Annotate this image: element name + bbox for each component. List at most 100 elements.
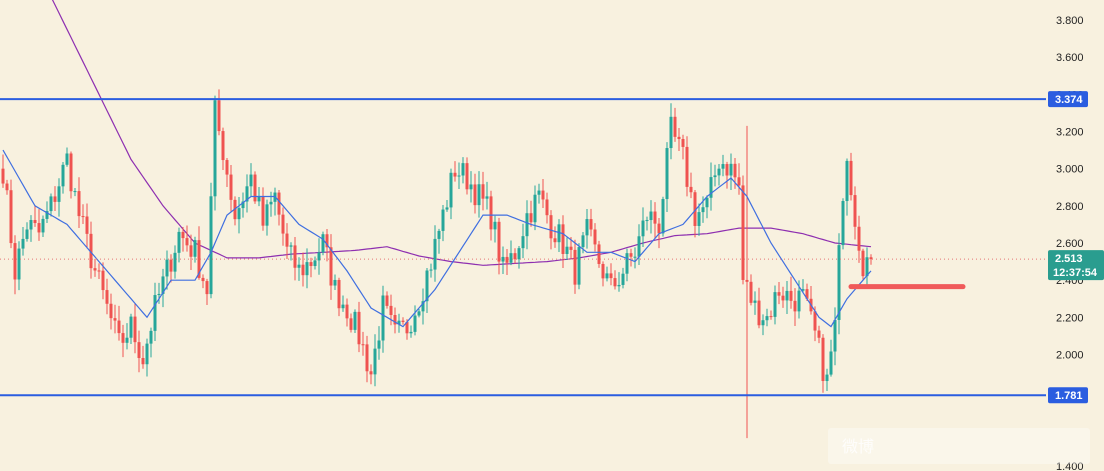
candle[interactable] <box>689 172 693 199</box>
candle[interactable] <box>633 247 637 269</box>
candle[interactable] <box>385 291 389 309</box>
candle[interactable] <box>721 154 725 177</box>
candle[interactable] <box>681 134 685 160</box>
candle[interactable] <box>609 263 613 286</box>
candle[interactable] <box>149 327 153 358</box>
level-price-badge[interactable]: 3.374 <box>1048 91 1088 108</box>
candle[interactable] <box>589 208 593 237</box>
candle[interactable] <box>249 163 253 196</box>
candle[interactable] <box>533 185 537 231</box>
candle[interactable] <box>641 207 645 248</box>
candle[interactable] <box>105 278 109 315</box>
candle[interactable] <box>585 208 589 249</box>
candle[interactable] <box>501 246 505 275</box>
candle[interactable] <box>185 225 189 252</box>
candle[interactable] <box>597 240 601 268</box>
candle[interactable] <box>521 223 525 259</box>
candle[interactable] <box>329 234 333 300</box>
candle[interactable] <box>177 227 181 263</box>
candle[interactable] <box>557 219 561 253</box>
candle[interactable] <box>665 142 669 213</box>
candle[interactable] <box>113 304 117 334</box>
candle[interactable] <box>429 263 433 278</box>
candle[interactable] <box>777 282 781 305</box>
candle[interactable] <box>621 267 625 289</box>
candle[interactable] <box>261 187 265 231</box>
candle[interactable] <box>637 224 641 265</box>
candle[interactable] <box>33 205 37 227</box>
candle[interactable] <box>469 171 473 203</box>
candle[interactable] <box>169 254 173 283</box>
candle[interactable] <box>281 207 285 246</box>
candle[interactable] <box>221 127 225 171</box>
candle[interactable] <box>821 334 825 393</box>
candle[interactable] <box>785 280 789 314</box>
candle[interactable] <box>197 226 201 280</box>
candle[interactable] <box>437 228 441 254</box>
candle[interactable] <box>745 125 749 439</box>
candle[interactable] <box>21 226 25 256</box>
candle[interactable] <box>825 368 829 391</box>
candle[interactable] <box>137 330 141 373</box>
candle[interactable] <box>605 266 609 282</box>
candle[interactable] <box>205 278 209 305</box>
candle[interactable] <box>245 174 249 213</box>
candle[interactable] <box>493 215 497 243</box>
candle[interactable] <box>433 225 437 282</box>
candle[interactable] <box>801 279 805 294</box>
candle[interactable] <box>61 161 65 194</box>
candle[interactable] <box>341 295 345 312</box>
candle[interactable] <box>713 164 717 187</box>
candle[interactable] <box>69 151 73 199</box>
candle[interactable] <box>649 200 653 234</box>
candle[interactable] <box>837 233 841 335</box>
candle[interactable] <box>141 345 145 369</box>
candle[interactable] <box>473 173 477 214</box>
candle[interactable] <box>441 205 445 242</box>
candle[interactable] <box>729 153 733 191</box>
candle[interactable] <box>601 261 605 287</box>
candle[interactable] <box>265 199 269 236</box>
candle[interactable] <box>845 158 849 216</box>
candle[interactable] <box>285 223 289 259</box>
candle[interactable] <box>77 177 81 229</box>
candle[interactable] <box>773 285 777 325</box>
candle[interactable] <box>529 200 533 227</box>
candle[interactable] <box>869 254 873 265</box>
candle[interactable] <box>57 178 61 217</box>
candle[interactable] <box>725 161 729 189</box>
candle[interactable] <box>753 291 757 315</box>
candle[interactable] <box>765 308 769 327</box>
candle[interactable] <box>833 307 837 366</box>
candle[interactable] <box>93 258 97 277</box>
candle[interactable] <box>361 331 365 356</box>
candle[interactable] <box>781 286 785 308</box>
candle[interactable] <box>89 221 93 279</box>
candle[interactable] <box>313 256 317 270</box>
candle[interactable] <box>793 288 797 326</box>
candle[interactable] <box>809 285 813 315</box>
candle[interactable] <box>465 157 469 195</box>
candle[interactable] <box>685 136 689 197</box>
candle[interactable] <box>365 335 369 383</box>
candle[interactable] <box>181 227 185 252</box>
candle[interactable] <box>293 237 297 281</box>
candle[interactable] <box>425 268 429 314</box>
candle[interactable] <box>705 195 709 219</box>
level-price-badge[interactable]: 1.781 <box>1048 387 1088 404</box>
candle[interactable] <box>133 303 137 354</box>
candle[interactable] <box>189 234 193 271</box>
candle[interactable] <box>517 245 521 269</box>
candle[interactable] <box>453 161 457 182</box>
candle[interactable] <box>1 154 5 188</box>
candle[interactable] <box>449 168 453 220</box>
candle[interactable] <box>357 301 361 353</box>
candle[interactable] <box>509 240 513 266</box>
candle[interactable] <box>737 163 741 195</box>
candle[interactable] <box>553 226 557 248</box>
candle[interactable] <box>733 157 737 189</box>
candle[interactable] <box>129 313 133 345</box>
candle[interactable] <box>525 200 529 250</box>
candle[interactable] <box>569 237 573 260</box>
